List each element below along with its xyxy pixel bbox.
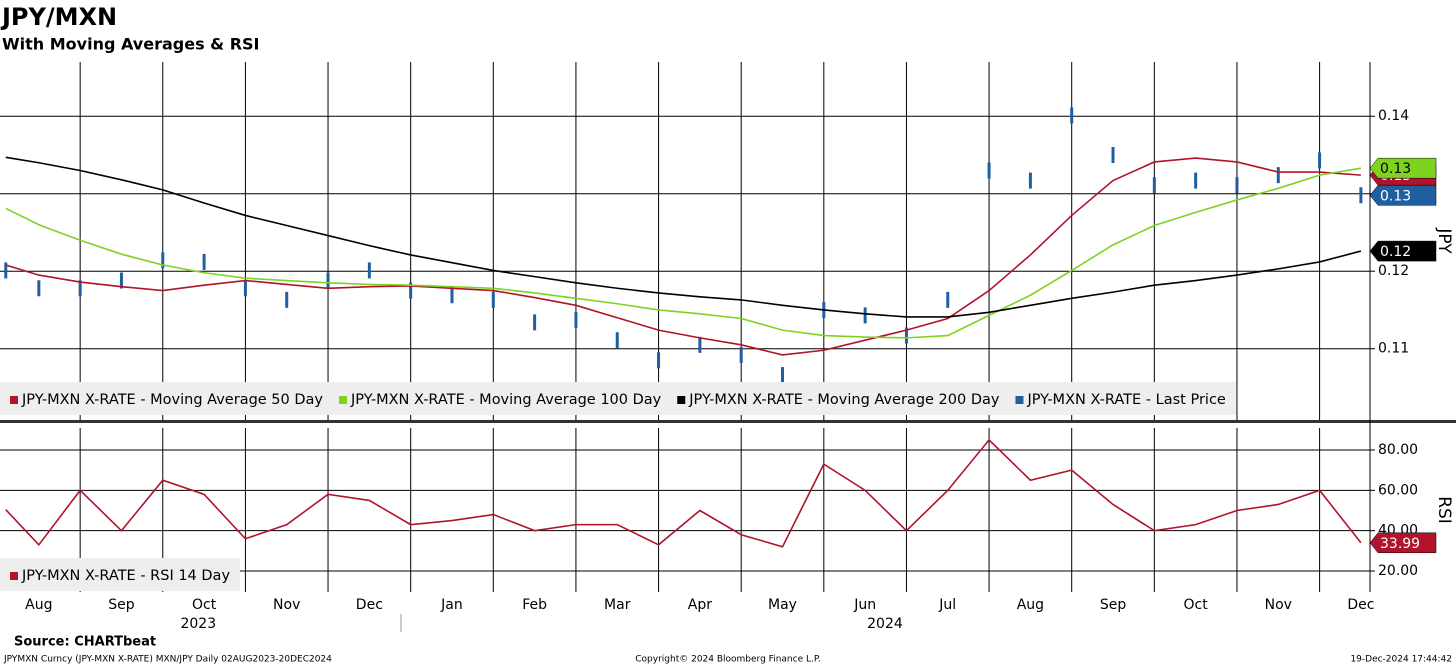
legend-label: JPY-MXN X-RATE - Moving Average 100 Day: [350, 392, 662, 408]
legend-label: JPY-MXN X-RATE - Moving Average 200 Day: [688, 392, 1000, 408]
x-tick-label: Aug: [25, 597, 52, 613]
x-tick-label: Jan: [440, 597, 463, 613]
price-bar: [78, 280, 82, 297]
x-tick-label: Feb: [522, 597, 547, 613]
source: Source: CHARTbeat: [14, 635, 156, 650]
price-bar: [1152, 177, 1156, 194]
price-bar: [202, 253, 206, 270]
series-line: [5, 156, 1362, 318]
y-tick-label: 0.14: [1378, 108, 1409, 124]
price-bar: [1028, 172, 1032, 189]
price-bar: [1359, 187, 1363, 204]
value-tag-label: 0.13: [1380, 161, 1411, 177]
value-tag: [1369, 157, 1437, 179]
price-bar: [698, 336, 702, 353]
y-tick-label: 20.00: [1378, 563, 1418, 579]
series-line: [5, 157, 1361, 356]
price-bar: [491, 291, 495, 308]
y-tick-label: 60.00: [1378, 482, 1418, 498]
legend-bg: [0, 558, 241, 591]
y-tick-label: 0.11: [1378, 341, 1409, 357]
chart-subtitle: With Moving Averages & RSI: [2, 35, 259, 54]
value-tag-label: 0.12: [1380, 244, 1411, 260]
chart-title: JPY/MXN: [0, 3, 117, 31]
price-bar: [987, 162, 991, 179]
x-tick-label: Jun: [853, 597, 876, 613]
legend-swatch: [10, 396, 18, 404]
legend-label: JPY-MXN X-RATE - Last Price: [1026, 392, 1225, 408]
y-axis-label: RSI: [1434, 496, 1454, 524]
value-tag: [1369, 532, 1437, 554]
legend-label: JPY-MXN X-RATE - RSI 14 Day: [21, 568, 230, 584]
price-bar: [781, 367, 785, 384]
legend-label: JPY-MXN X-RATE - Moving Average 50 Day: [21, 392, 323, 408]
x-tick-label: Sep: [1100, 597, 1127, 613]
x-tick-label: Mar: [604, 597, 631, 613]
price-bar: [1318, 152, 1322, 169]
y-tick-label: 80.00: [1378, 442, 1418, 458]
panel-separator: [0, 420, 1456, 423]
x-tick-label: Dec: [1347, 597, 1374, 613]
legend-bg: [0, 382, 1236, 415]
legend-swatch: [677, 396, 686, 404]
price-bar: [243, 280, 247, 297]
price-bar: [946, 291, 950, 308]
legend-swatch: [1015, 396, 1024, 404]
footer-right: 19-Dec-2024 17:44:42: [1350, 655, 1452, 665]
footer-center: Copyright© 2024 Bloomberg Finance L.P.: [635, 655, 820, 665]
price-bar: [1070, 107, 1074, 124]
x-tick-label: Nov: [273, 597, 300, 613]
price-bar: [863, 307, 867, 324]
x-tick-label: Jul: [938, 597, 956, 613]
price-bar: [533, 314, 537, 331]
value-tag: [1369, 185, 1437, 206]
series-line: [5, 438, 1362, 548]
price-bar: [285, 291, 289, 308]
value-tag-label: 33.99: [1380, 536, 1420, 552]
price-bar: [1276, 167, 1280, 184]
y-tick-label: 0.12: [1378, 263, 1409, 279]
x-tick-label: Oct: [192, 597, 217, 613]
price-bar: [1235, 177, 1239, 194]
x-tick-label: May: [768, 597, 797, 613]
x-tick-label: Sep: [108, 597, 135, 613]
x-tick-label: Dec: [356, 597, 383, 613]
price-bar: [1111, 146, 1115, 163]
price-bar: [161, 252, 165, 269]
legend-swatch: [10, 572, 18, 580]
legend-swatch: [339, 396, 348, 404]
price-bar: [1194, 172, 1198, 189]
price-bar: [574, 312, 578, 329]
price-bar: [450, 287, 454, 304]
price-bar: [119, 272, 123, 289]
price-bar: [657, 352, 661, 369]
year-label: 2024: [867, 616, 903, 632]
price-bar: [409, 282, 413, 299]
price-bar: [367, 262, 371, 279]
price-bar: [904, 327, 908, 344]
price-bar: [326, 272, 330, 289]
footer-left: JPYMXN Curncy (JPY-MXN X-RATE) MXN/JPY D…: [3, 655, 332, 665]
year-label: 2023: [180, 616, 216, 632]
x-tick-label: Nov: [1265, 597, 1292, 613]
y-axis-label: JPY: [1434, 227, 1454, 254]
x-tick-label: Apr: [688, 597, 712, 613]
value-tag-label: 0.13: [1380, 188, 1411, 204]
x-tick-label: Aug: [1017, 597, 1044, 613]
price-bar: [37, 280, 41, 297]
x-tick-label: Oct: [1184, 597, 1209, 613]
price-bar: [739, 346, 743, 363]
price-bar: [615, 332, 619, 349]
series-line: [5, 167, 1362, 339]
price-bar: [4, 262, 8, 279]
value-tag: [1369, 240, 1437, 262]
